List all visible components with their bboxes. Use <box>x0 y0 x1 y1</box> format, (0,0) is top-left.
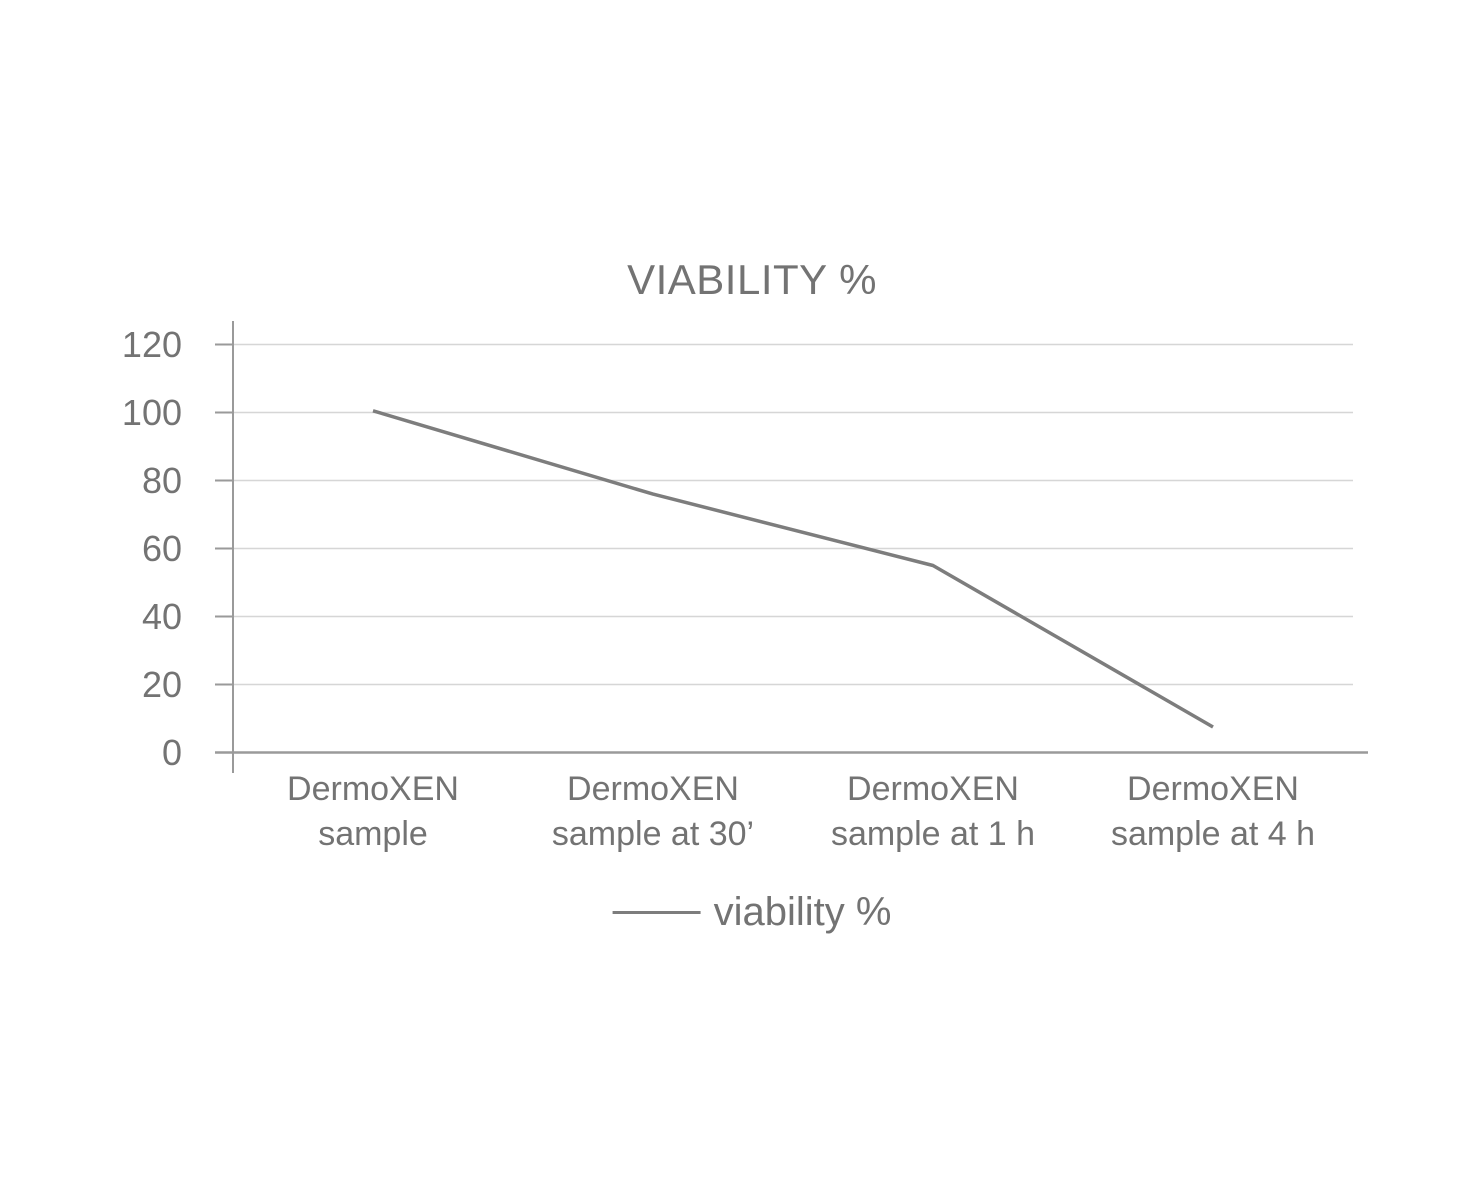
series-line-0 <box>372 409 1214 729</box>
legend-label: viability % <box>713 889 892 934</box>
y-tick-label-60: 60 <box>142 528 182 569</box>
chart-title: VIABILITY % <box>627 256 877 303</box>
x-category-label-3: DermoXEN sample at 4 h <box>1111 770 1315 853</box>
x-category-label-1: DermoXEN sample at 30’ <box>552 770 754 853</box>
y-tick-label-40: 40 <box>142 596 182 637</box>
y-tick-label-80: 80 <box>142 460 182 501</box>
x-category-label-2: DermoXEN sample at 1 h <box>831 770 1035 853</box>
y-tick-label-0: 0 <box>162 732 182 773</box>
y-tick-label-100: 100 <box>122 392 182 433</box>
x-category-label-0: DermoXEN sample <box>287 770 459 853</box>
legend-line-swatch <box>612 910 701 914</box>
y-tick-label-20: 20 <box>142 664 182 705</box>
y-tick-label-120: 120 <box>122 324 182 365</box>
legend: viability % <box>612 888 892 936</box>
